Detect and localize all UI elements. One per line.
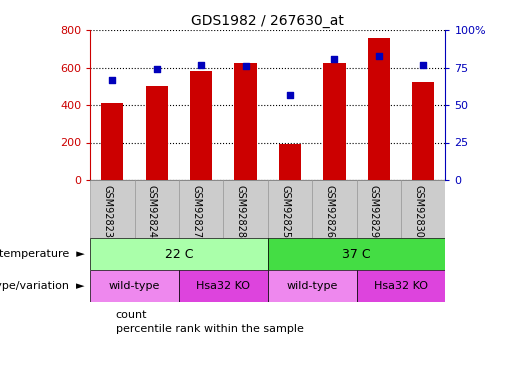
Text: genotype/variation  ►: genotype/variation ► [0,281,85,291]
Bar [268,270,356,302]
Point [375,53,383,58]
Point [286,92,294,98]
Point [330,56,338,62]
Bar [412,82,434,180]
Bar [101,103,124,180]
Point [108,76,116,82]
Bar [134,180,179,238]
Bar [179,180,224,238]
Text: GSM92827: GSM92827 [191,184,201,238]
Bar [90,270,179,302]
Point [197,62,205,68]
Text: GSM92830: GSM92830 [413,184,423,237]
Text: Hsa32 KO: Hsa32 KO [374,281,428,291]
Bar [312,180,356,238]
Text: 22 C: 22 C [165,248,193,261]
Bar [356,180,401,238]
Bar [323,63,346,180]
Text: GSM92828: GSM92828 [235,184,246,238]
Text: wild-type: wild-type [109,281,160,291]
Bar [279,144,301,180]
Text: 37 C: 37 C [342,248,371,261]
Bar [268,180,312,238]
Text: GSM92826: GSM92826 [324,184,334,238]
Text: temperature  ►: temperature ► [0,249,85,259]
Bar [368,38,390,180]
Text: Hsa32 KO: Hsa32 KO [196,281,250,291]
Bar [268,238,445,270]
Bar [234,63,256,180]
Bar [401,180,445,238]
Point [242,63,250,69]
Bar [90,180,134,238]
Bar [356,270,445,302]
Point [152,66,161,72]
Text: GSM92824: GSM92824 [147,184,157,238]
Text: GSM92823: GSM92823 [102,184,112,238]
Text: GSM92825: GSM92825 [280,184,290,238]
Point [419,62,427,68]
Bar [90,238,268,270]
Text: count: count [116,310,147,320]
Bar [146,86,168,180]
Bar [179,270,268,302]
Text: percentile rank within the sample: percentile rank within the sample [116,324,304,334]
Title: GDS1982 / 267630_at: GDS1982 / 267630_at [192,13,344,28]
Text: GSM92829: GSM92829 [369,184,379,238]
Bar [224,180,268,238]
Bar [190,71,212,180]
Text: wild-type: wild-type [286,281,338,291]
